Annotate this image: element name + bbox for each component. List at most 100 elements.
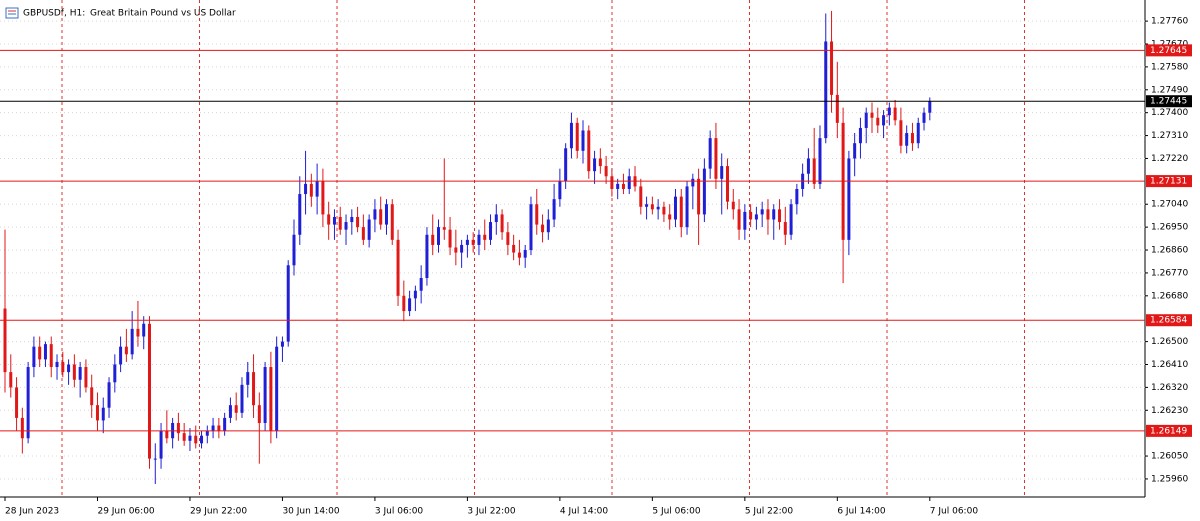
candle-body [84,367,88,388]
candle-body [442,227,446,230]
candle-body [309,183,313,197]
candle-body [743,211,747,230]
candle-body [824,41,828,139]
candle-body [107,382,111,408]
candle-body [396,239,400,296]
candle-body [373,209,377,220]
candle-body [327,214,331,225]
candle-body [32,346,36,368]
price-level-label: 1.27645 [1150,46,1187,56]
price-level-label: 1.26149 [1150,426,1187,436]
candle-body [818,138,822,184]
y-tick-label: 1.27490 [1151,85,1188,95]
candle-body [598,158,602,167]
candle-body [332,216,336,225]
candle-body [367,219,371,240]
candle-body [783,222,787,235]
y-tick-label: 1.26500 [1151,337,1188,347]
candle-body [737,209,741,230]
candle-body [876,117,880,126]
candle-body [535,204,539,225]
x-tick-label: 6 Jul 14:00 [837,507,886,517]
candle-body [731,201,735,210]
candle-body [910,133,914,144]
candle-body [720,166,724,179]
candle-body [697,178,701,215]
candle-body [847,158,851,240]
x-tick-label: 3 Jul 22:00 [467,507,516,517]
candle-body [246,372,250,385]
candle-body [702,168,706,215]
candle-body [130,328,134,355]
candle-body [593,158,597,172]
x-tick-label: 4 Jul 14:00 [560,507,609,517]
candle-body [708,138,712,169]
candle-body [512,244,516,253]
chart-title: Great Britain Pound vs US Dollar [90,9,236,19]
candle-body [286,265,290,342]
candle-body [616,183,620,189]
candle-body [425,234,429,279]
candle-body [668,214,672,220]
candle-body [506,232,510,245]
candle-body [500,214,504,233]
candle-body [20,417,24,439]
candle-body [72,364,76,380]
y-tick-label: 1.26680 [1151,291,1188,301]
candle-body [95,405,99,421]
y-tick-label: 1.25960 [1151,474,1188,484]
candle-body [211,425,215,431]
candle-body [338,216,342,230]
price-level-box [1146,95,1192,108]
candle-body [627,176,631,189]
y-tick-label: 1.27310 [1151,131,1188,141]
candle-body [223,417,227,431]
candle-body [477,234,481,245]
candle-body [321,181,325,215]
candle-body [465,239,469,245]
x-tick-label: 29 Jun 22:00 [190,507,247,517]
y-tick-label: 1.27580 [1151,62,1188,72]
candle-body [315,181,319,197]
candle-body [228,405,232,418]
x-tick-label: 3 Jul 06:00 [375,507,424,517]
candle-body [858,127,862,144]
candle-body [905,133,909,146]
candle-body [916,122,920,144]
x-tick-label: 29 Jun 06:00 [97,507,154,517]
candle-body [587,130,591,172]
candle-body [679,196,683,228]
price-level-box [1146,424,1192,437]
candle-body [101,407,105,421]
x-tick-label: 7 Jul 06:00 [930,507,979,517]
x-tick-label: 5 Jul 22:00 [745,507,794,517]
price-level-label: 1.27131 [1150,177,1187,187]
candle-body [275,346,279,431]
candle-body [252,372,256,406]
price-level-box [1146,44,1192,57]
candle-body [263,367,267,423]
candle-body [835,94,839,123]
candle-body [893,107,897,121]
candle-body [298,194,302,235]
candle-body [176,422,180,434]
y-tick-label: 1.26950 [1151,223,1188,233]
candle-body [806,158,810,174]
candle-body [581,130,585,151]
y-tick-label: 1.27040 [1151,200,1188,210]
candle-body [194,435,198,444]
candle-body [153,458,157,460]
candle-body [390,204,394,240]
candle-body [552,199,556,220]
candle-body [685,186,689,228]
candle-body [402,295,406,312]
price-level-box [1146,175,1192,188]
candle-body [639,186,643,207]
candle-body [379,209,383,225]
candle-body [384,204,388,225]
candle-body [460,244,464,253]
candle-body [159,430,163,459]
candle-body [67,364,71,373]
